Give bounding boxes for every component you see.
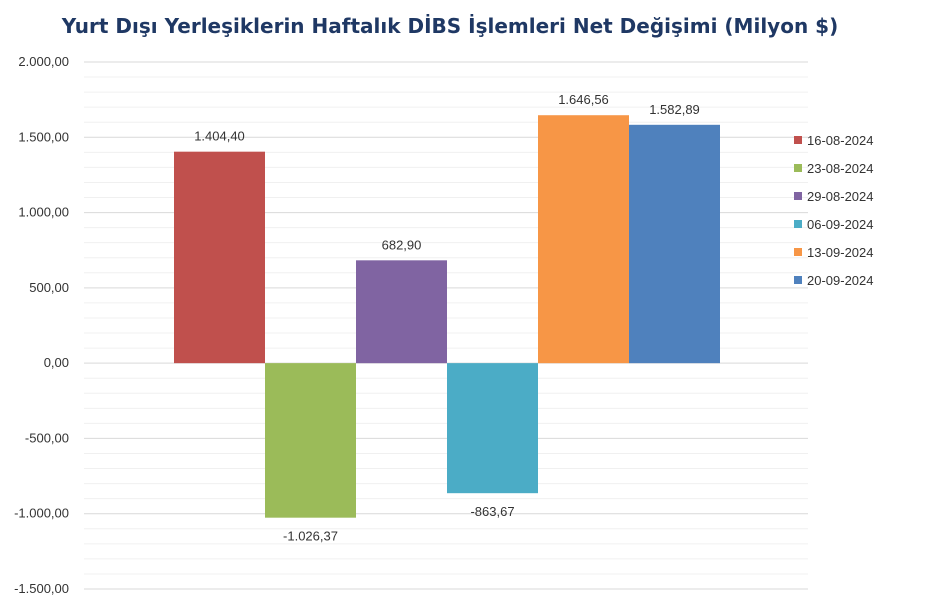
y-tick-label: 0,00 bbox=[44, 355, 69, 370]
chart-title: Yurt Dışı Yerleşiklerin Haftalık DİBS İş… bbox=[61, 14, 839, 38]
legend-swatch bbox=[794, 164, 802, 172]
legend-item: 06-09-2024 bbox=[794, 210, 874, 238]
legend-item: 29-08-2024 bbox=[794, 182, 874, 210]
bar bbox=[265, 363, 356, 518]
legend-label: 06-09-2024 bbox=[807, 216, 874, 232]
legend-label: 29-08-2024 bbox=[807, 188, 874, 204]
legend-swatch bbox=[794, 220, 802, 228]
legend-label: 20-09-2024 bbox=[807, 272, 874, 288]
data-label: 682,90 bbox=[382, 237, 422, 252]
legend-label: 13-09-2024 bbox=[807, 244, 874, 260]
legend-item: 20-09-2024 bbox=[794, 266, 874, 294]
data-label: -863,67 bbox=[470, 504, 514, 519]
legend-item: 16-08-2024 bbox=[794, 126, 874, 154]
legend: 16-08-2024 23-08-2024 29-08-2024 06-09-2024… bbox=[794, 126, 874, 294]
data-label: 1.404,40 bbox=[194, 129, 245, 144]
legend-item: 23-08-2024 bbox=[794, 154, 874, 182]
bar bbox=[538, 115, 629, 364]
data-label: 1.582,89 bbox=[649, 102, 700, 117]
y-tick-label: -1.000,00 bbox=[14, 506, 69, 521]
legend-label: 16-08-2024 bbox=[807, 132, 874, 148]
y-tick-label: 1.000,00 bbox=[18, 205, 69, 220]
legend-swatch bbox=[794, 192, 802, 200]
data-label: 1.646,56 bbox=[558, 92, 609, 107]
y-tick-label: -500,00 bbox=[25, 430, 69, 445]
data-label: -1.026,37 bbox=[283, 529, 338, 544]
bar bbox=[629, 124, 720, 364]
y-tick-label: 1.500,00 bbox=[18, 129, 69, 144]
legend-item: 13-09-2024 bbox=[794, 238, 874, 266]
bar bbox=[447, 363, 538, 494]
y-tick-label: 2.000,00 bbox=[18, 54, 69, 69]
bar bbox=[174, 151, 265, 364]
y-tick-label: -1.500,00 bbox=[14, 581, 69, 596]
legend-swatch bbox=[794, 136, 802, 144]
y-tick-label: 500,00 bbox=[29, 280, 69, 295]
legend-label: 23-08-2024 bbox=[807, 160, 874, 176]
legend-swatch bbox=[794, 276, 802, 284]
legend-swatch bbox=[794, 248, 802, 256]
bar bbox=[356, 260, 447, 364]
